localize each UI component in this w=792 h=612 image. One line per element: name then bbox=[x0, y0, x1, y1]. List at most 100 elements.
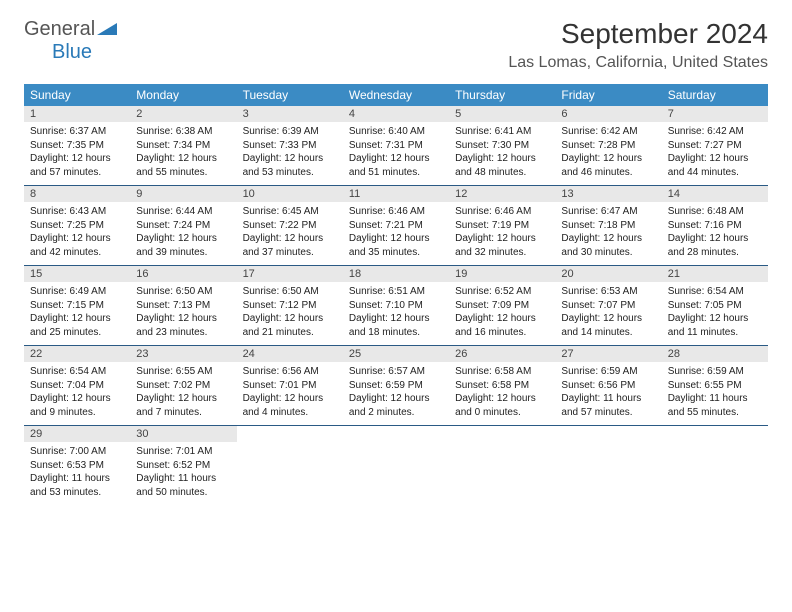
day-number: 26 bbox=[449, 346, 555, 362]
calendar-cell: 16Sunrise: 6:50 AMSunset: 7:13 PMDayligh… bbox=[130, 266, 236, 345]
day-number: 14 bbox=[662, 186, 768, 202]
daylight-line: Daylight: 11 hours and 50 minutes. bbox=[136, 472, 230, 499]
daylight-line: Daylight: 12 hours and 7 minutes. bbox=[136, 392, 230, 419]
calendar-cell: 3Sunrise: 6:39 AMSunset: 7:33 PMDaylight… bbox=[237, 106, 343, 185]
calendar-cell: 29Sunrise: 7:00 AMSunset: 6:53 PMDayligh… bbox=[24, 426, 130, 505]
daylight-line: Daylight: 12 hours and 37 minutes. bbox=[243, 232, 337, 259]
sunset-line: Sunset: 7:12 PM bbox=[243, 299, 337, 313]
daylight-line: Daylight: 12 hours and 9 minutes. bbox=[30, 392, 124, 419]
sunrise-line: Sunrise: 6:46 AM bbox=[455, 205, 549, 219]
day-content: Sunrise: 6:44 AMSunset: 7:24 PMDaylight:… bbox=[130, 202, 236, 265]
calendar-cell: 6Sunrise: 6:42 AMSunset: 7:28 PMDaylight… bbox=[555, 106, 661, 185]
calendar-cell: 8Sunrise: 6:43 AMSunset: 7:25 PMDaylight… bbox=[24, 186, 130, 265]
calendar-cell: 21Sunrise: 6:54 AMSunset: 7:05 PMDayligh… bbox=[662, 266, 768, 345]
sunset-line: Sunset: 7:05 PM bbox=[668, 299, 762, 313]
calendar-cell: 2Sunrise: 6:38 AMSunset: 7:34 PMDaylight… bbox=[130, 106, 236, 185]
sunrise-line: Sunrise: 6:50 AM bbox=[136, 285, 230, 299]
day-content: Sunrise: 6:59 AMSunset: 6:55 PMDaylight:… bbox=[662, 362, 768, 425]
sunset-line: Sunset: 7:04 PM bbox=[30, 379, 124, 393]
daylight-line: Daylight: 12 hours and 25 minutes. bbox=[30, 312, 124, 339]
daylight-line: Daylight: 12 hours and 46 minutes. bbox=[561, 152, 655, 179]
calendar-week: 1Sunrise: 6:37 AMSunset: 7:35 PMDaylight… bbox=[24, 106, 768, 186]
day-number: 23 bbox=[130, 346, 236, 362]
day-content-empty bbox=[343, 442, 449, 494]
sunset-line: Sunset: 6:55 PM bbox=[668, 379, 762, 393]
day-content: Sunrise: 6:40 AMSunset: 7:31 PMDaylight:… bbox=[343, 122, 449, 185]
day-header: Monday bbox=[130, 84, 236, 106]
calendar-cell: 11Sunrise: 6:46 AMSunset: 7:21 PMDayligh… bbox=[343, 186, 449, 265]
calendar-cell: 28Sunrise: 6:59 AMSunset: 6:55 PMDayligh… bbox=[662, 346, 768, 425]
calendar-cell: 5Sunrise: 6:41 AMSunset: 7:30 PMDaylight… bbox=[449, 106, 555, 185]
day-content: Sunrise: 6:46 AMSunset: 7:21 PMDaylight:… bbox=[343, 202, 449, 265]
sunrise-line: Sunrise: 6:54 AM bbox=[668, 285, 762, 299]
calendar-week: 29Sunrise: 7:00 AMSunset: 6:53 PMDayligh… bbox=[24, 426, 768, 505]
day-number-empty bbox=[343, 426, 449, 442]
page-header: General Blue September 2024 Las Lomas, C… bbox=[24, 18, 768, 72]
daylight-line: Daylight: 12 hours and 18 minutes. bbox=[349, 312, 443, 339]
sunset-line: Sunset: 7:01 PM bbox=[243, 379, 337, 393]
daylight-line: Daylight: 12 hours and 35 minutes. bbox=[349, 232, 443, 259]
sunset-line: Sunset: 7:33 PM bbox=[243, 139, 337, 153]
calendar-cell: 19Sunrise: 6:52 AMSunset: 7:09 PMDayligh… bbox=[449, 266, 555, 345]
calendar-cell bbox=[449, 426, 555, 505]
sunrise-line: Sunrise: 6:47 AM bbox=[561, 205, 655, 219]
calendar-cell: 20Sunrise: 6:53 AMSunset: 7:07 PMDayligh… bbox=[555, 266, 661, 345]
day-header: Saturday bbox=[662, 84, 768, 106]
sunset-line: Sunset: 7:28 PM bbox=[561, 139, 655, 153]
calendar-cell: 15Sunrise: 6:49 AMSunset: 7:15 PMDayligh… bbox=[24, 266, 130, 345]
day-number: 30 bbox=[130, 426, 236, 442]
sunset-line: Sunset: 7:15 PM bbox=[30, 299, 124, 313]
daylight-line: Daylight: 12 hours and 14 minutes. bbox=[561, 312, 655, 339]
day-number: 5 bbox=[449, 106, 555, 122]
day-number: 12 bbox=[449, 186, 555, 202]
day-content: Sunrise: 6:47 AMSunset: 7:18 PMDaylight:… bbox=[555, 202, 661, 265]
day-content: Sunrise: 6:50 AMSunset: 7:13 PMDaylight:… bbox=[130, 282, 236, 345]
day-number: 22 bbox=[24, 346, 130, 362]
sunrise-line: Sunrise: 6:45 AM bbox=[243, 205, 337, 219]
day-content: Sunrise: 6:52 AMSunset: 7:09 PMDaylight:… bbox=[449, 282, 555, 345]
day-content-empty bbox=[449, 442, 555, 494]
sunset-line: Sunset: 7:22 PM bbox=[243, 219, 337, 233]
day-content: Sunrise: 6:54 AMSunset: 7:04 PMDaylight:… bbox=[24, 362, 130, 425]
daylight-line: Daylight: 12 hours and 57 minutes. bbox=[30, 152, 124, 179]
day-number: 11 bbox=[343, 186, 449, 202]
sunrise-line: Sunrise: 6:37 AM bbox=[30, 125, 124, 139]
calendar-cell bbox=[555, 426, 661, 505]
day-number: 20 bbox=[555, 266, 661, 282]
daylight-line: Daylight: 12 hours and 48 minutes. bbox=[455, 152, 549, 179]
calendar-cell: 22Sunrise: 6:54 AMSunset: 7:04 PMDayligh… bbox=[24, 346, 130, 425]
daylight-line: Daylight: 12 hours and 11 minutes. bbox=[668, 312, 762, 339]
calendar-cell: 4Sunrise: 6:40 AMSunset: 7:31 PMDaylight… bbox=[343, 106, 449, 185]
sunrise-line: Sunrise: 6:53 AM bbox=[561, 285, 655, 299]
day-number: 1 bbox=[24, 106, 130, 122]
day-content: Sunrise: 6:49 AMSunset: 7:15 PMDaylight:… bbox=[24, 282, 130, 345]
day-number-empty bbox=[449, 426, 555, 442]
day-header: Sunday bbox=[24, 84, 130, 106]
day-number: 7 bbox=[662, 106, 768, 122]
sunset-line: Sunset: 7:27 PM bbox=[668, 139, 762, 153]
calendar-cell bbox=[237, 426, 343, 505]
sunset-line: Sunset: 7:02 PM bbox=[136, 379, 230, 393]
day-number: 10 bbox=[237, 186, 343, 202]
day-number: 9 bbox=[130, 186, 236, 202]
day-number-empty bbox=[662, 426, 768, 442]
day-number-empty bbox=[237, 426, 343, 442]
sunrise-line: Sunrise: 6:43 AM bbox=[30, 205, 124, 219]
sunrise-line: Sunrise: 6:59 AM bbox=[561, 365, 655, 379]
day-number: 19 bbox=[449, 266, 555, 282]
day-number: 15 bbox=[24, 266, 130, 282]
day-content: Sunrise: 6:37 AMSunset: 7:35 PMDaylight:… bbox=[24, 122, 130, 185]
day-header: Wednesday bbox=[343, 84, 449, 106]
sunrise-line: Sunrise: 6:41 AM bbox=[455, 125, 549, 139]
sunset-line: Sunset: 7:16 PM bbox=[668, 219, 762, 233]
day-content: Sunrise: 6:38 AMSunset: 7:34 PMDaylight:… bbox=[130, 122, 236, 185]
sunrise-line: Sunrise: 6:44 AM bbox=[136, 205, 230, 219]
sunrise-line: Sunrise: 6:48 AM bbox=[668, 205, 762, 219]
daylight-line: Daylight: 12 hours and 42 minutes. bbox=[30, 232, 124, 259]
sunrise-line: Sunrise: 6:57 AM bbox=[349, 365, 443, 379]
day-number: 6 bbox=[555, 106, 661, 122]
day-number: 4 bbox=[343, 106, 449, 122]
calendar-cell: 24Sunrise: 6:56 AMSunset: 7:01 PMDayligh… bbox=[237, 346, 343, 425]
day-number: 13 bbox=[555, 186, 661, 202]
title-block: September 2024 Las Lomas, California, Un… bbox=[508, 18, 768, 72]
